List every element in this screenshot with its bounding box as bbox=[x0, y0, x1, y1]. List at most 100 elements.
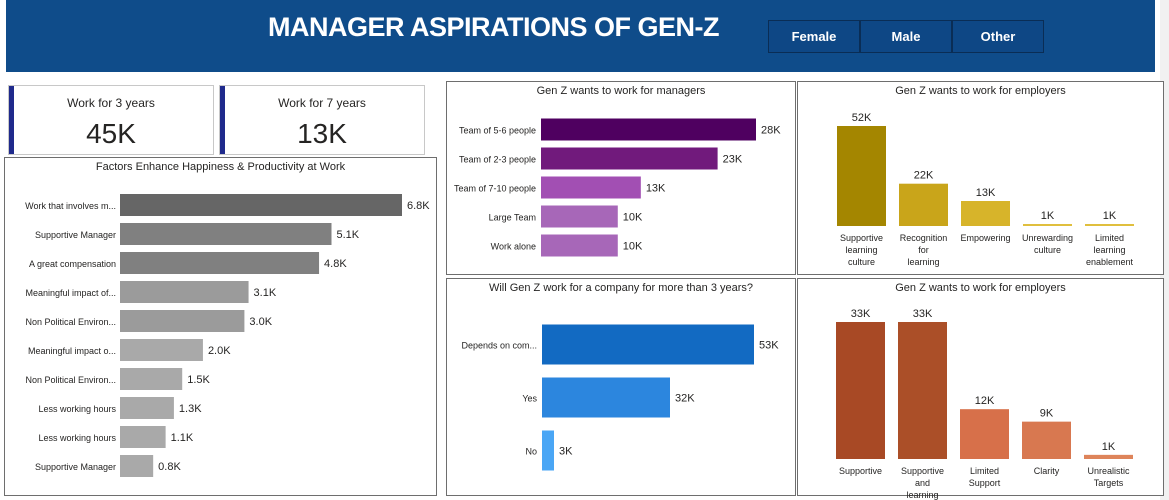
column-unrewarding-culture[interactable] bbox=[1023, 224, 1072, 226]
bar-large-team[interactable] bbox=[541, 205, 618, 228]
bar-less-working-hours[interactable] bbox=[120, 426, 166, 448]
category-label-depends-on-com: Depends on com... bbox=[461, 341, 537, 351]
category-label-supportive-learning-culture: Supportive learning culture bbox=[840, 233, 883, 267]
dashboard-title: MANAGER ASPIRATIONS OF GEN-Z bbox=[268, 12, 720, 42]
slicer-male-button[interactable]: Male bbox=[860, 20, 952, 53]
category-label-limited-learning-enablement: Limited learning enablement bbox=[1086, 233, 1134, 267]
column-supportive[interactable] bbox=[836, 322, 885, 459]
category-label-a-great-compensation: A great compensation bbox=[29, 259, 116, 269]
bar-no[interactable] bbox=[542, 430, 554, 471]
data-label: 33K bbox=[851, 308, 871, 320]
bar-non-political-environ[interactable] bbox=[120, 368, 183, 390]
kpi-accent-bar bbox=[220, 86, 225, 154]
employers-chart-panel-2: Gen Z wants to work for employers 33K Sup… bbox=[797, 278, 1164, 500]
category-label-unrealistic-targets: Unrealistic Targets bbox=[1087, 466, 1130, 488]
data-label: 53K bbox=[759, 340, 779, 352]
data-label: 3.1K bbox=[254, 287, 277, 299]
bar-supportive-manager[interactable] bbox=[120, 455, 154, 477]
bar-a-great-compensation[interactable] bbox=[120, 252, 320, 274]
kpi-value: 45K bbox=[86, 118, 136, 149]
data-label: 3.0K bbox=[249, 316, 272, 328]
bar-yes[interactable] bbox=[542, 377, 670, 418]
factors-bar-chart: Work that involves m... 6.8K Supportive Ma… bbox=[25, 194, 430, 477]
category-label-supportive-manager: Supportive Manager bbox=[35, 462, 116, 472]
category-label-supportive-manager: Supportive Manager bbox=[35, 230, 116, 240]
column-limited-support[interactable] bbox=[960, 409, 1009, 459]
category-label-less-working-hours: Less working hours bbox=[38, 433, 116, 443]
more-than-3-years-chart-panel: Will Gen Z work for a company for more t… bbox=[446, 278, 796, 496]
category-label-empowering: Empowering bbox=[960, 233, 1010, 243]
data-label: 1K bbox=[1041, 210, 1055, 222]
data-label: 13K bbox=[976, 187, 996, 199]
managers-bar-chart: Team of 5-6 people 28K Team of 2-3 people 2… bbox=[454, 118, 781, 257]
column-clarity[interactable] bbox=[1022, 421, 1071, 459]
data-label: 5.1K bbox=[337, 229, 360, 241]
data-label: 4.8K bbox=[324, 258, 347, 270]
category-label-large-team: Large Team bbox=[489, 213, 536, 223]
chart-title: Gen Z wants to work for managers bbox=[536, 85, 706, 97]
bar-less-working-hours[interactable] bbox=[120, 397, 174, 419]
data-label: 0.8K bbox=[158, 461, 181, 473]
kpi-label: Work for 3 years bbox=[67, 96, 155, 110]
chart-title: Will Gen Z work for a company for more t… bbox=[488, 282, 754, 294]
category-label-recognition-for-learning: Recognition for learning bbox=[900, 233, 948, 267]
employers-column-chart-1: 52K Supportive learning culture 22K Recogniti… bbox=[837, 112, 1134, 267]
category-label-supportive-and-learning: Supportive and learning bbox=[901, 466, 944, 500]
bar-non-political-environ[interactable] bbox=[120, 310, 245, 332]
category-label-work-alone: Work alone bbox=[491, 242, 536, 252]
category-label-team-of-5-6-people: Team of 5-6 people bbox=[459, 126, 536, 136]
data-label: 1.1K bbox=[171, 432, 194, 444]
data-label: 22K bbox=[914, 170, 934, 182]
bar-meaningful-impact-of[interactable] bbox=[120, 281, 249, 303]
data-label: 2.0K bbox=[208, 345, 231, 357]
data-label: 23K bbox=[723, 154, 743, 166]
category-label-clarity: Clarity bbox=[1034, 466, 1060, 476]
bar-supportive-manager[interactable] bbox=[120, 223, 332, 245]
bar-team-of-5-6-people[interactable] bbox=[541, 118, 756, 141]
slicer-other-button[interactable]: Other bbox=[952, 20, 1044, 53]
data-label: 52K bbox=[852, 112, 872, 124]
data-label: 28K bbox=[761, 125, 781, 137]
page-scrollbar[interactable] bbox=[1160, 0, 1169, 500]
bar-depends-on-com[interactable] bbox=[542, 324, 754, 365]
managers-chart-panel: Gen Z wants to work for managers Team of… bbox=[446, 81, 796, 275]
bar-team-of-7-10-people[interactable] bbox=[541, 176, 641, 199]
category-label-meaningful-impact-of: Meaningful impact of... bbox=[25, 288, 116, 298]
data-label: 6.8K bbox=[407, 200, 430, 212]
category-label-less-working-hours: Less working hours bbox=[38, 404, 116, 414]
data-label: 9K bbox=[1040, 408, 1054, 420]
data-label: 32K bbox=[675, 393, 695, 405]
category-label-yes: Yes bbox=[522, 394, 537, 404]
kpi-value: 13K bbox=[297, 118, 347, 149]
bar-meaningful-impact-o[interactable] bbox=[120, 339, 203, 361]
chart-title: Gen Z wants to work for employers bbox=[895, 282, 1066, 294]
data-label: 13K bbox=[646, 183, 666, 195]
column-limited-learning-enablement[interactable] bbox=[1085, 224, 1134, 226]
data-label: 1.5K bbox=[187, 374, 210, 386]
column-supportive-and-learning[interactable] bbox=[898, 322, 947, 459]
employers-column-chart-2: 33K Supportive 33K Supportive and learning 12K… bbox=[836, 308, 1133, 500]
column-supportive-learning-culture[interactable] bbox=[837, 126, 886, 226]
kpi-accent-bar bbox=[9, 86, 14, 154]
data-label: 10K bbox=[623, 241, 643, 253]
bar-work-alone[interactable] bbox=[541, 234, 618, 257]
data-label: 33K bbox=[913, 308, 933, 320]
category-label-team-of-7-10-people: Team of 7-10 people bbox=[454, 184, 536, 194]
bar-team-of-2-3-people[interactable] bbox=[541, 147, 718, 170]
factors-chart-panel: Factors Enhance Happiness & Productivity… bbox=[4, 157, 437, 496]
category-label-team-of-2-3-people: Team of 2-3 people bbox=[459, 155, 536, 165]
column-unrealistic-targets[interactable] bbox=[1084, 454, 1133, 459]
category-label-non-political-environ: Non Political Environ... bbox=[25, 317, 116, 327]
data-label: 1K bbox=[1102, 441, 1116, 453]
bar-work-that-involves-m[interactable] bbox=[120, 194, 402, 216]
chart-title: Gen Z wants to work for employers bbox=[895, 85, 1066, 97]
kpi-card-7-years: Work for 7 years 13K bbox=[219, 85, 425, 155]
category-label-meaningful-impact-o: Meaningful impact o... bbox=[28, 346, 116, 356]
slicer-female-button[interactable]: Female bbox=[768, 20, 860, 53]
data-label: 10K bbox=[623, 212, 643, 224]
column-recognition-for-learning[interactable] bbox=[899, 183, 948, 226]
data-label: 1K bbox=[1103, 210, 1117, 222]
column-empowering[interactable] bbox=[961, 201, 1010, 226]
data-label: 12K bbox=[975, 395, 995, 407]
more-than-3-years-bar-chart: Depends on com... 53K Yes 32K No 3K bbox=[461, 324, 779, 471]
